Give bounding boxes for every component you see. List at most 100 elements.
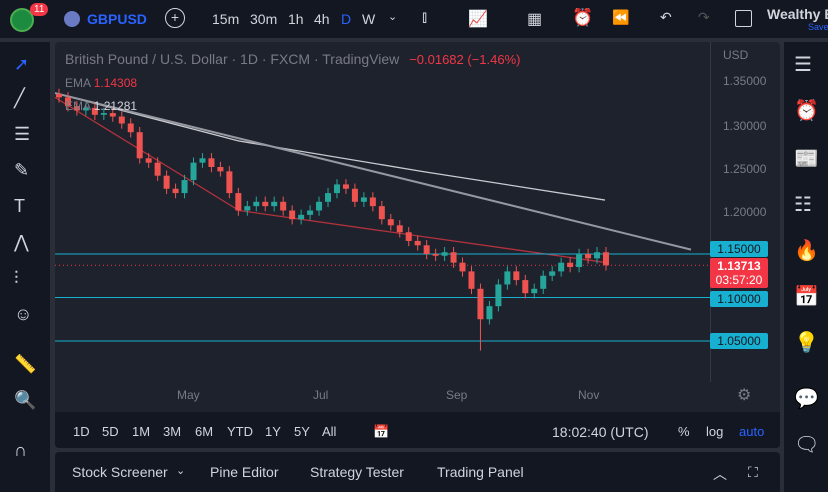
right-sidebar: ☰ ⏰ 📰 ☷ 🔥 📅 💡 💬 🗨 (784, 42, 828, 492)
range-5d[interactable]: 5D (102, 424, 119, 439)
candle-body (235, 193, 242, 211)
fib-icon[interactable]: ☰ (14, 124, 31, 144)
save-button[interactable]: Save (808, 22, 828, 32)
replay-icon[interactable]: ⏪ (612, 9, 630, 25)
candles-icon[interactable]: ⫾ (422, 9, 428, 26)
range-1m[interactable]: 1M (132, 424, 151, 439)
range-ytd[interactable]: YTD (227, 424, 253, 439)
indicators-icon[interactable]: 📈 (468, 11, 488, 28)
forecast-icon[interactable]: ⫶ (14, 268, 19, 288)
screener-dropdown-icon[interactable]: ⌄ (176, 465, 186, 477)
candle-body (127, 123, 134, 133)
candle-body (244, 206, 251, 211)
symbol-search[interactable]: GBPUSD (87, 11, 147, 27)
ema-legend-2[interactable]: EMA 1.21281 (65, 99, 137, 113)
price-tick: 1.25000 (723, 162, 767, 176)
level-label: 1.15000 (710, 241, 768, 257)
alarm-clock-icon[interactable]: ⏰ (794, 100, 819, 122)
percent-toggle[interactable]: % (678, 424, 690, 439)
time-tick: Sep (446, 388, 468, 402)
tab-stock-screener[interactable]: Stock Screener (72, 464, 168, 480)
candle-body (567, 262, 574, 268)
alert-icon[interactable]: ⏰ (572, 8, 594, 27)
chart-settings-icon[interactable]: ⚙ (737, 387, 752, 404)
top-toolbar: 11 GBPUSD + 15m 30m 1h 4h D W ⌄ ⫾ 📈 ▦ ⏰ … (0, 0, 828, 38)
range-5y[interactable]: 5Y (294, 424, 310, 439)
undo-icon[interactable]: ↶ (660, 9, 672, 25)
zoom-icon[interactable]: 🔍 (14, 390, 37, 410)
auto-toggle[interactable]: auto (739, 424, 765, 439)
emoji-icon[interactable]: ☺ (14, 304, 33, 324)
candle-body (441, 252, 448, 256)
candle-body (405, 232, 412, 241)
interval-30m[interactable]: 30m (250, 11, 278, 27)
candle-body (91, 107, 98, 115)
candle-body (549, 271, 556, 276)
candle-body (540, 275, 547, 289)
calendar-icon[interactable]: 📅 (794, 286, 819, 308)
candle-body (468, 271, 475, 289)
watchlist-icon[interactable]: ☰ (794, 54, 812, 76)
price-chart[interactable] (55, 42, 780, 412)
interval-4h[interactable]: 4h (314, 11, 330, 27)
price-tick: 1.30000 (723, 119, 767, 133)
trendline-icon[interactable]: ╱ (14, 88, 25, 108)
range-1d[interactable]: 1D (73, 424, 90, 439)
candle-body (82, 107, 89, 111)
interval-1h[interactable]: 1h (288, 11, 304, 27)
candle-body (603, 252, 609, 266)
fullscreen-box-icon[interactable] (735, 10, 752, 27)
clock-timezone[interactable]: 18:02:40 (UTC) (552, 424, 649, 440)
candle-body (351, 188, 358, 202)
currency-select[interactable]: USD (723, 48, 749, 62)
price-tick: 1.35000 (723, 74, 767, 88)
ema-legend-1[interactable]: EMA 1.14308 (65, 76, 137, 90)
text-icon[interactable]: T (14, 196, 25, 216)
messages-icon[interactable]: 🗨 (794, 434, 820, 456)
range-6m[interactable]: 6M (195, 424, 214, 439)
candle-body (136, 132, 143, 159)
chart-legend-title: British Pound / U.S. Dollar · 1D · FXCM … (65, 51, 521, 67)
chat-icon[interactable]: 💬 (794, 388, 819, 410)
log-toggle[interactable]: log (706, 424, 724, 439)
candle-body (217, 167, 224, 172)
cursor-icon[interactable]: ➚ (14, 54, 30, 74)
interval-dropdown-icon[interactable]: ⌄ (388, 11, 398, 23)
candle-body (289, 210, 296, 220)
chart-pane[interactable]: British Pound / U.S. Dollar · 1D · FXCM … (55, 42, 780, 448)
ideas-bulb-icon[interactable]: 💡 (794, 332, 819, 354)
ema-slow-line (55, 92, 606, 201)
candle-body (56, 93, 62, 98)
layout-name[interactable]: Wealthy E (767, 6, 828, 22)
ema-label: EMA (65, 99, 91, 113)
magnet-icon[interactable]: ∩ (14, 440, 27, 460)
ema-value: 1.21281 (93, 99, 138, 113)
add-list-icon[interactable]: ☷ (794, 194, 812, 216)
range-3m[interactable]: 3M (163, 424, 182, 439)
hotlist-flame-icon[interactable]: 🔥 (794, 240, 819, 262)
price-scale[interactable] (710, 42, 780, 382)
interval-w[interactable]: W (362, 11, 376, 27)
redo-icon[interactable]: ↷ (698, 9, 710, 25)
ema-label: EMA (65, 76, 91, 90)
range-all[interactable]: All (322, 424, 337, 439)
candle-body (298, 214, 305, 220)
current-price-label: 1.13713 03:57:20 (710, 258, 768, 288)
ema-fast-line (55, 96, 608, 264)
compare-add-icon[interactable]: + (165, 8, 185, 28)
templates-icon[interactable]: ▦ (527, 11, 543, 28)
pattern-icon[interactable]: ⋀ (14, 232, 29, 252)
maximize-icon[interactable]: ⛶ (748, 464, 758, 480)
interval-15m[interactable]: 15m (212, 11, 240, 27)
date-range-icon[interactable]: 📅 (373, 424, 390, 439)
tab-strategy-tester[interactable]: Strategy Tester (310, 464, 404, 480)
range-1y[interactable]: 1Y (265, 424, 281, 439)
tab-pine-editor[interactable]: Pine Editor (210, 464, 279, 480)
ruler-icon[interactable]: 📏 (14, 354, 37, 374)
candle-body (226, 171, 233, 194)
collapse-icon[interactable]: ︿ (713, 466, 727, 482)
brush-icon[interactable]: ✎ (14, 160, 30, 180)
interval-d[interactable]: D (341, 11, 352, 27)
tab-trading-panel[interactable]: Trading Panel (437, 464, 524, 480)
news-icon[interactable]: 📰 (794, 148, 819, 170)
